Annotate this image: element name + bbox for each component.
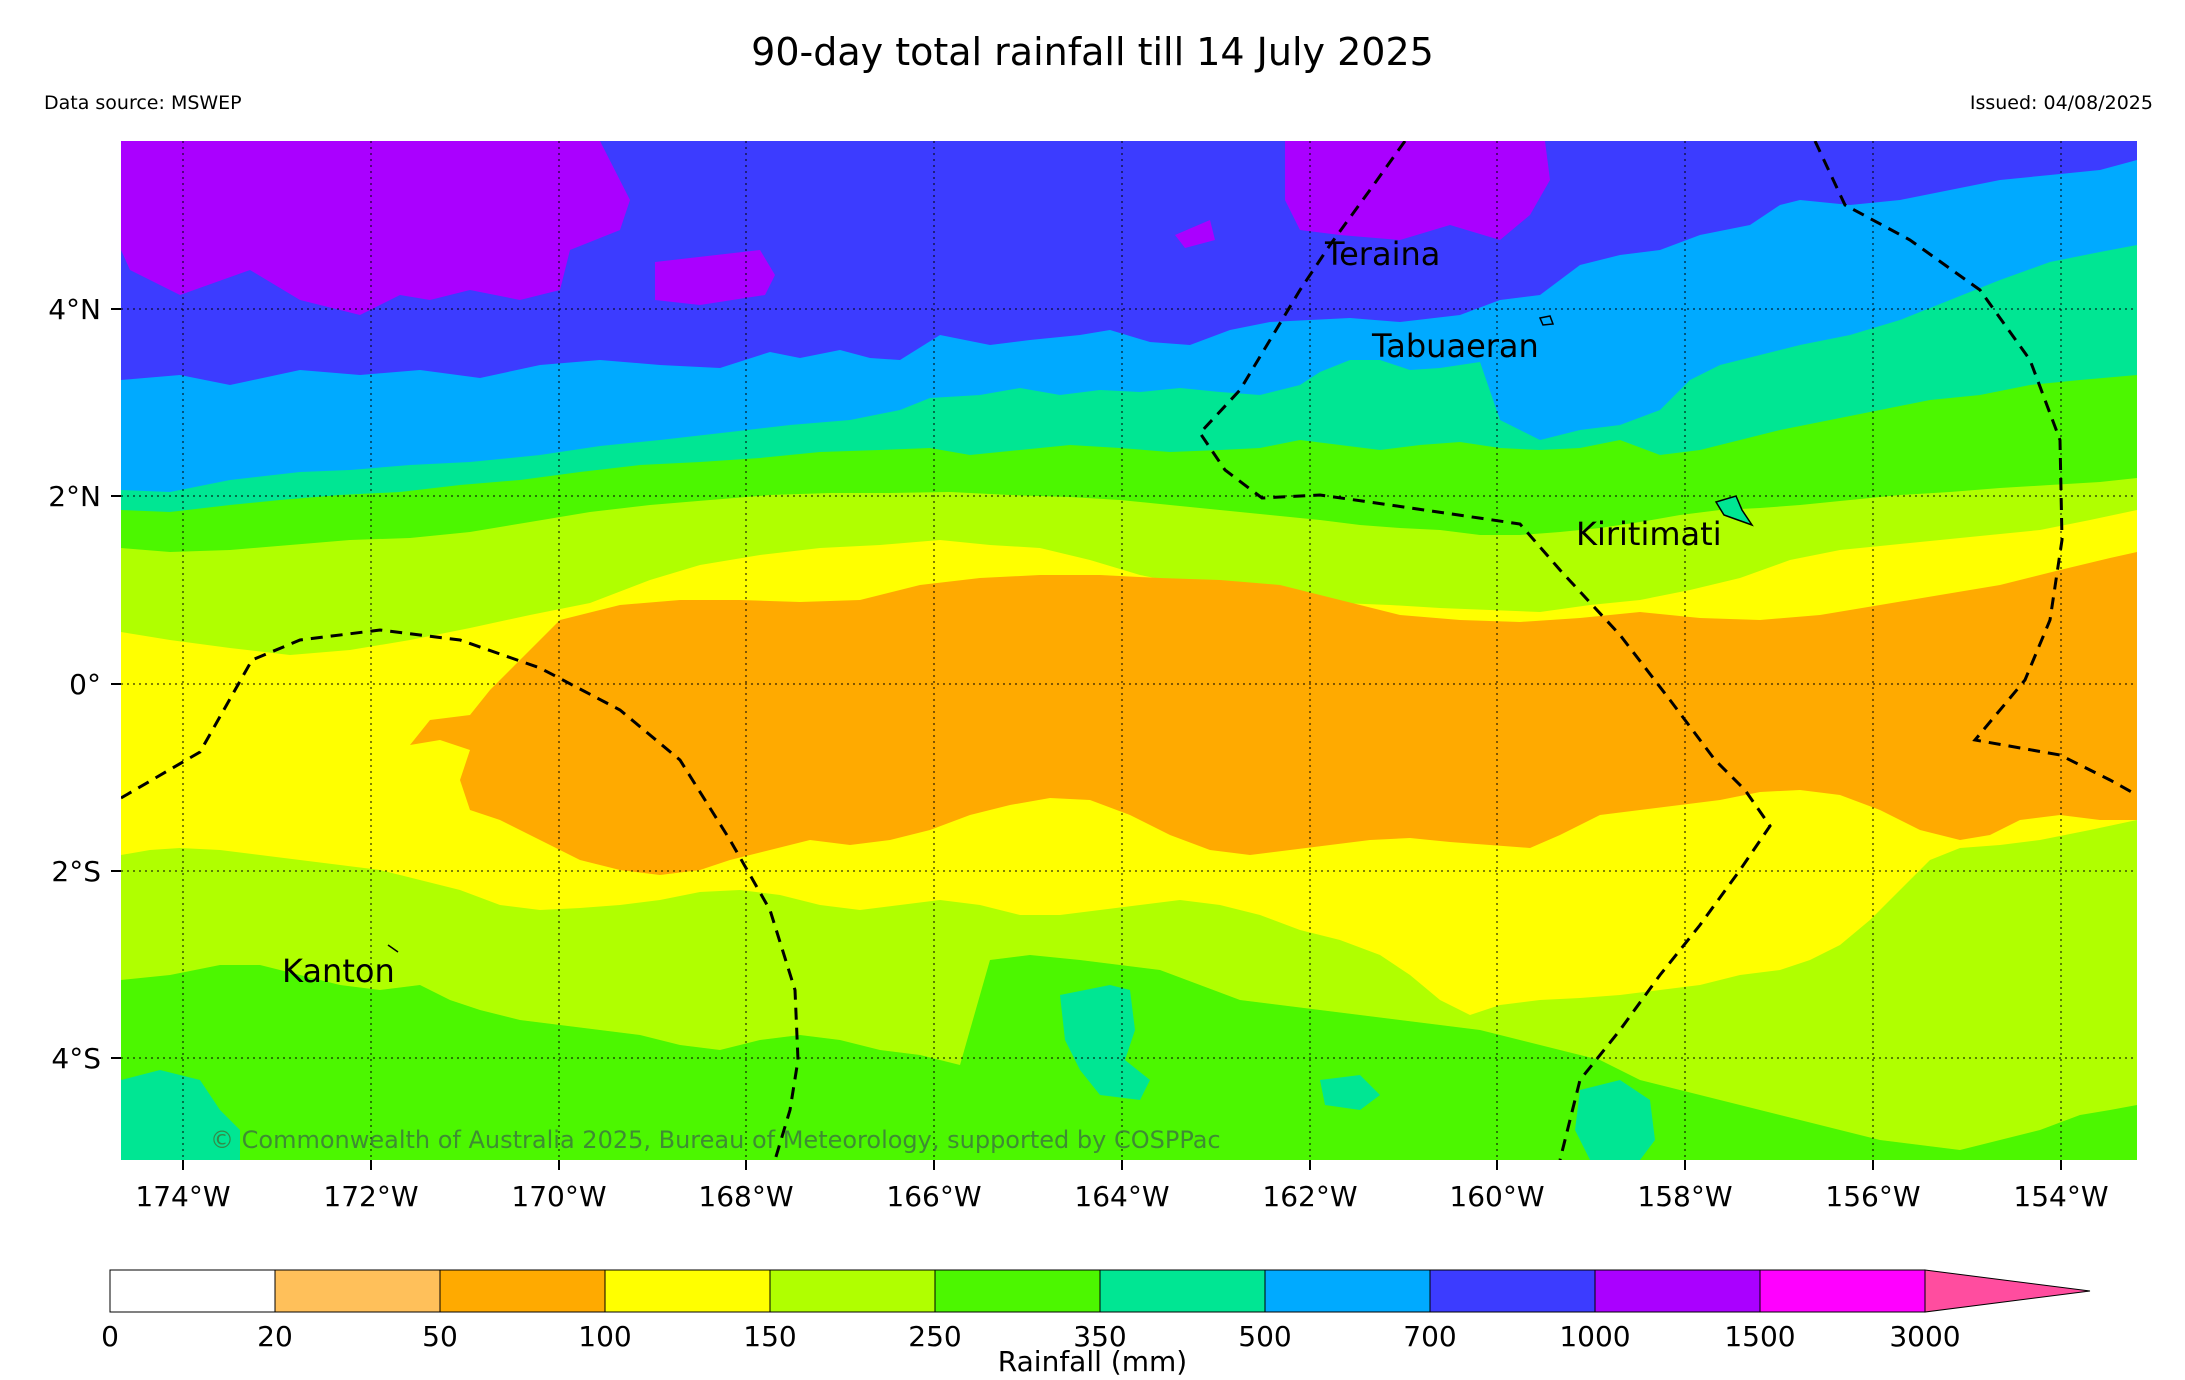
band-1000-1500-west: [121, 141, 630, 315]
band-1000-1500-patch-a: [655, 250, 775, 305]
place-label-teraina: Teraina: [1324, 235, 1440, 273]
colorbar-swatch: [1099, 1269, 1266, 1313]
colorbar-tick-label: 250: [908, 1320, 961, 1353]
lon-label: 158°W: [1637, 1180, 1732, 1213]
band-1000-1500-patch-c: [1175, 220, 1215, 248]
lon-label: 164°W: [1074, 1180, 1169, 1213]
colorbar-swatch: [109, 1269, 276, 1313]
place-label-tabuaeran: Tabuaeran: [1371, 327, 1539, 365]
lon-label: 160°W: [1449, 1180, 1544, 1213]
lon-label: 166°W: [886, 1180, 981, 1213]
colorbar-swatch: [1594, 1269, 1761, 1313]
axis-ticks: [111, 308, 2062, 1170]
rainfall-bands: [121, 141, 2137, 1160]
data-source-label: Data source: MSWEP: [44, 92, 242, 114]
islands: [387, 315, 1754, 953]
lon-label: 156°W: [1825, 1180, 1920, 1213]
colorbar: 0 20 50 100 150 250 350 500 700 1000 1500 3000: [101, 1269, 2091, 1353]
band-350-500-south-d: [1320, 1075, 1380, 1110]
colorbar-tick-label: 1000: [1559, 1320, 1630, 1353]
colorbar-swatch: [439, 1269, 606, 1313]
colorbar-tick-label: 1500: [1724, 1320, 1795, 1353]
issued-date-label: Issued: 04/08/2025: [1969, 92, 2153, 114]
map-title: 90-day total rainfall till 14 July 2025: [751, 30, 1434, 74]
lon-label: 172°W: [323, 1180, 418, 1213]
colorbar-tick-label: 0: [101, 1320, 119, 1353]
lon-label: 168°W: [698, 1180, 793, 1213]
lon-label: 174°W: [135, 1180, 230, 1213]
colorbar-label: Rainfall (mm): [997, 1345, 1188, 1378]
kiritimati-island-icon: [1714, 495, 1754, 527]
graticule: [121, 141, 2137, 1160]
band-350-500-south-b: [1060, 985, 1150, 1100]
colorbar-swatch: [1264, 1269, 1431, 1313]
colorbar-tick-label: 50: [422, 1320, 458, 1353]
colorbar-tick-label: 150: [743, 1320, 796, 1353]
colorbar-swatch: [1429, 1269, 1596, 1313]
lon-label: 162°W: [1262, 1180, 1357, 1213]
colorbar-tick-label: 3000: [1889, 1320, 1960, 1353]
colorbar-swatch: [274, 1269, 441, 1313]
band-50-100: [410, 552, 2137, 875]
colorbar-tick-label: 350: [1073, 1320, 1126, 1353]
place-label-kiritimati: Kiritimati: [1576, 515, 1722, 553]
tabuaeran-island-icon: [1538, 315, 1555, 326]
lat-label: 2°N: [48, 480, 101, 513]
band-1000-1500-north: [1285, 141, 1550, 240]
lat-label: 0°: [69, 668, 101, 701]
kanton-island-icon: [387, 944, 399, 953]
lat-label: 4°N: [48, 293, 101, 326]
place-label-kanton: Kanton: [282, 952, 395, 990]
copyright-credit: © Commonwealth of Australia 2025, Bureau…: [210, 1126, 1221, 1154]
band-350-500-south-a: [121, 1070, 240, 1160]
colorbar-extend-arrow: [1924, 1269, 2091, 1313]
colorbar-tick-label: 20: [257, 1320, 293, 1353]
colorbar-tick-label: 500: [1238, 1320, 1291, 1353]
eez-boundaries: [121, 141, 2137, 1160]
lon-label: 154°W: [2013, 1180, 2108, 1213]
colorbar-swatch: [604, 1269, 771, 1313]
colorbar-tick-label: 700: [1403, 1320, 1456, 1353]
lon-label: 170°W: [511, 1180, 606, 1213]
colorbar-swatch: [934, 1269, 1101, 1313]
colorbar-swatch: [769, 1269, 936, 1313]
lat-label: 2°S: [51, 855, 101, 888]
lat-label: 4°S: [51, 1042, 101, 1075]
colorbar-tick-label: 100: [578, 1320, 631, 1353]
colorbar-swatch: [1759, 1269, 1926, 1313]
band-350-500-south-c: [1575, 1080, 1655, 1160]
